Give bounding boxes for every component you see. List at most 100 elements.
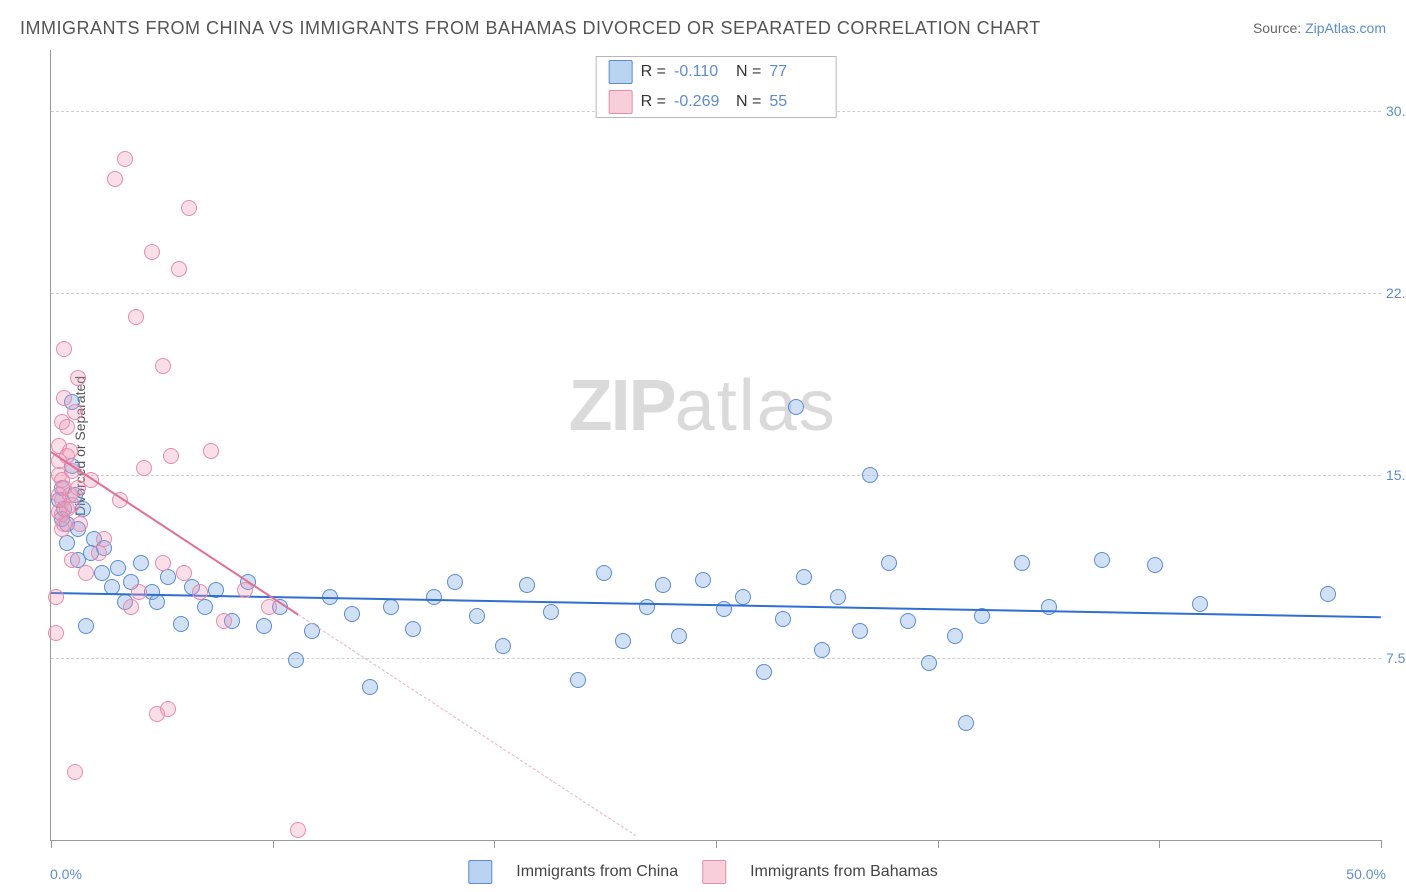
data-point bbox=[256, 618, 272, 634]
data-point bbox=[756, 664, 772, 680]
data-point bbox=[671, 628, 687, 644]
data-point bbox=[176, 565, 192, 581]
y-tick-label: 22.5% bbox=[1386, 285, 1406, 301]
n-value-china: 77 bbox=[769, 63, 823, 81]
legend-swatch-china bbox=[468, 860, 492, 884]
data-point bbox=[160, 569, 176, 585]
data-point bbox=[519, 577, 535, 593]
x-tick bbox=[1159, 840, 1160, 848]
n-label: N = bbox=[736, 63, 761, 81]
x-tick bbox=[1381, 840, 1382, 848]
data-point bbox=[1147, 557, 1163, 573]
r-value-bahamas: -0.269 bbox=[674, 93, 728, 111]
data-point bbox=[133, 555, 149, 571]
watermark-atlas: atlas bbox=[675, 366, 837, 446]
data-point bbox=[203, 443, 219, 459]
watermark-zip: ZIP bbox=[569, 366, 675, 446]
source-attribution: Source: ZipAtlas.com bbox=[1253, 20, 1386, 36]
x-tick bbox=[51, 840, 52, 848]
data-point bbox=[852, 623, 868, 639]
data-point bbox=[64, 552, 80, 568]
data-point bbox=[1014, 555, 1030, 571]
legend-label-bahamas: Immigrants from Bahamas bbox=[750, 863, 938, 881]
stats-row-bahamas: R = -0.269 N = 55 bbox=[597, 87, 836, 117]
gridline bbox=[51, 658, 1381, 659]
data-point bbox=[814, 642, 830, 658]
data-point bbox=[362, 679, 378, 695]
data-point bbox=[735, 589, 751, 605]
data-point bbox=[495, 638, 511, 654]
gridline bbox=[51, 475, 1381, 476]
data-point bbox=[67, 404, 83, 420]
x-axis-min-label: 0.0% bbox=[50, 866, 82, 882]
chart-title: IMMIGRANTS FROM CHINA VS IMMIGRANTS FROM… bbox=[20, 18, 1041, 39]
data-point bbox=[59, 419, 75, 435]
data-point bbox=[91, 545, 107, 561]
data-point bbox=[344, 606, 360, 622]
data-point bbox=[469, 608, 485, 624]
series-legend: Immigrants from China Immigrants from Ba… bbox=[468, 860, 937, 884]
data-point bbox=[881, 555, 897, 571]
r-value-china: -0.110 bbox=[674, 63, 728, 81]
trend-line bbox=[51, 592, 1381, 618]
data-point bbox=[59, 535, 75, 551]
data-point bbox=[171, 261, 187, 277]
data-point bbox=[181, 200, 197, 216]
data-point bbox=[570, 672, 586, 688]
data-point bbox=[70, 370, 86, 386]
data-point bbox=[862, 467, 878, 483]
data-point bbox=[947, 628, 963, 644]
data-point bbox=[405, 621, 421, 637]
data-point bbox=[78, 618, 94, 634]
data-point bbox=[288, 652, 304, 668]
data-point bbox=[96, 531, 112, 547]
x-tick bbox=[716, 840, 717, 848]
r-label: R = bbox=[641, 93, 666, 111]
swatch-china bbox=[609, 60, 633, 84]
data-point bbox=[48, 589, 64, 605]
data-point bbox=[128, 309, 144, 325]
data-point bbox=[72, 516, 88, 532]
data-point bbox=[383, 599, 399, 615]
data-point bbox=[788, 399, 804, 415]
data-point bbox=[192, 584, 208, 600]
n-label: N = bbox=[736, 93, 761, 111]
data-point bbox=[107, 171, 123, 187]
data-point bbox=[136, 460, 152, 476]
plot-area: ZIPatlas R = -0.110 N = 77 R = -0.269 N … bbox=[50, 50, 1381, 841]
data-point bbox=[1192, 596, 1208, 612]
data-point bbox=[426, 589, 442, 605]
data-point bbox=[160, 701, 176, 717]
legend-label-china: Immigrants from China bbox=[516, 863, 678, 881]
data-point bbox=[110, 560, 126, 576]
data-point bbox=[1320, 586, 1336, 602]
data-point bbox=[639, 599, 655, 615]
data-point bbox=[149, 594, 165, 610]
data-point bbox=[131, 584, 147, 600]
data-point bbox=[94, 565, 110, 581]
y-tick-label: 7.5% bbox=[1386, 650, 1406, 666]
stats-legend-box: R = -0.110 N = 77 R = -0.269 N = 55 bbox=[596, 56, 837, 118]
data-point bbox=[216, 613, 232, 629]
data-point bbox=[596, 565, 612, 581]
data-point bbox=[655, 577, 671, 593]
data-point bbox=[543, 604, 559, 620]
data-point bbox=[1094, 552, 1110, 568]
n-value-bahamas: 55 bbox=[769, 93, 823, 111]
data-point bbox=[958, 715, 974, 731]
x-tick bbox=[938, 840, 939, 848]
source-value: ZipAtlas.com bbox=[1305, 20, 1386, 36]
data-point bbox=[615, 633, 631, 649]
data-point bbox=[155, 358, 171, 374]
data-point bbox=[900, 613, 916, 629]
data-point bbox=[796, 569, 812, 585]
trend-line bbox=[298, 614, 636, 836]
data-point bbox=[56, 341, 72, 357]
r-label: R = bbox=[641, 63, 666, 81]
data-point bbox=[921, 655, 937, 671]
x-axis-max-label: 50.0% bbox=[1346, 866, 1386, 882]
data-point bbox=[197, 599, 213, 615]
data-point bbox=[290, 822, 306, 838]
gridline bbox=[51, 293, 1381, 294]
data-point bbox=[830, 589, 846, 605]
